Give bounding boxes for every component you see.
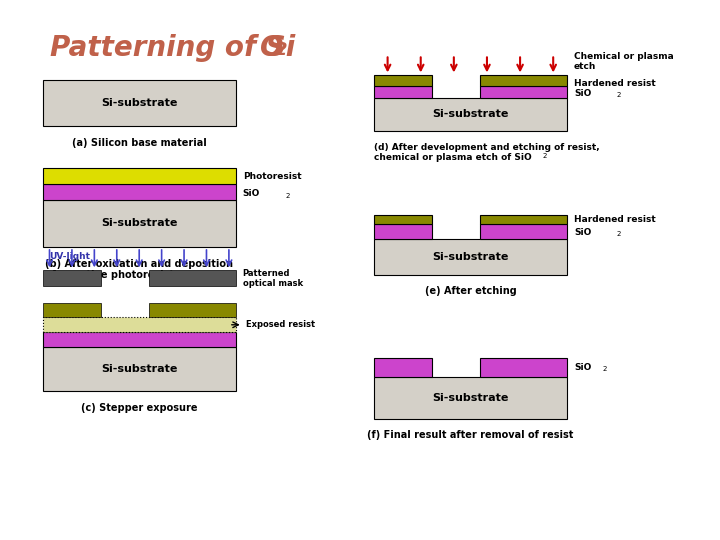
Text: Hardened resist: Hardened resist <box>574 79 656 88</box>
Bar <box>480 76 567 86</box>
Text: SiO: SiO <box>574 363 591 372</box>
Text: (f) Final result after removal of resist: (f) Final result after removal of resist <box>367 430 574 440</box>
Text: UV-light: UV-light <box>50 252 91 261</box>
Bar <box>374 224 432 239</box>
Text: Chemical or plasma
etch: Chemical or plasma etch <box>574 52 674 71</box>
Text: Si-substrate: Si-substrate <box>432 252 508 262</box>
Text: (c) Stepper exposure: (c) Stepper exposure <box>81 402 197 413</box>
Bar <box>480 359 567 376</box>
Text: O: O <box>260 33 284 62</box>
Text: 5: 5 <box>670 499 678 512</box>
Text: Manufacturing: Manufacturing <box>562 513 665 526</box>
Text: 2: 2 <box>616 92 621 98</box>
Bar <box>149 270 236 287</box>
Text: Si-substrate: Si-substrate <box>101 98 177 108</box>
Text: 2: 2 <box>543 153 547 159</box>
Bar <box>374 359 432 376</box>
Text: (b) After oxidation and deposition
of negative photoresist: (b) After oxidation and deposition of ne… <box>45 259 233 280</box>
Text: 2nd: 2nd <box>414 507 435 517</box>
Text: Patterned
optical mask: Patterned optical mask <box>243 269 303 288</box>
Bar <box>42 303 101 318</box>
Bar <box>42 184 236 200</box>
Text: SiO: SiO <box>243 189 260 198</box>
Bar <box>42 347 236 391</box>
Text: 2: 2 <box>285 193 290 199</box>
Bar <box>374 76 432 86</box>
Text: 2: 2 <box>603 366 607 372</box>
Bar <box>374 239 567 275</box>
Bar <box>374 214 432 224</box>
Text: SiO: SiO <box>574 228 591 237</box>
Text: Patterning of Si: Patterning of Si <box>50 33 294 62</box>
Bar <box>42 200 236 247</box>
Text: (d) After development and etching of resist,
chemical or plasma etch of SiO: (d) After development and etching of res… <box>374 143 600 162</box>
Text: F. Brewer, adapted from MOSIS Data, Digital Integrated Circuits: F. Brewer, adapted from MOSIS Data, Digi… <box>14 513 462 526</box>
Text: Si-substrate: Si-substrate <box>432 109 508 119</box>
Text: SiO: SiO <box>574 89 591 98</box>
Text: Si-substrate: Si-substrate <box>101 218 177 228</box>
Text: Si-substrate: Si-substrate <box>101 364 177 374</box>
Text: Si-substrate: Si-substrate <box>432 393 508 403</box>
Bar <box>149 303 236 318</box>
Text: (a) Silicon base material: (a) Silicon base material <box>72 138 207 148</box>
Text: 2: 2 <box>616 232 621 238</box>
Text: Photoresist: Photoresist <box>243 172 302 180</box>
Bar <box>42 168 236 184</box>
Bar <box>42 332 236 347</box>
Bar <box>374 98 567 131</box>
Bar <box>480 86 567 98</box>
Bar <box>42 270 101 287</box>
Bar <box>480 214 567 224</box>
Bar <box>480 224 567 239</box>
Bar <box>374 376 567 419</box>
Text: 2: 2 <box>274 40 287 58</box>
Text: (e) After etching: (e) After etching <box>425 287 516 296</box>
Text: Hardened resist: Hardened resist <box>574 215 656 224</box>
Bar <box>374 86 432 98</box>
Bar <box>42 318 236 332</box>
Bar <box>42 80 236 126</box>
Text: Exposed resist: Exposed resist <box>246 320 315 329</box>
